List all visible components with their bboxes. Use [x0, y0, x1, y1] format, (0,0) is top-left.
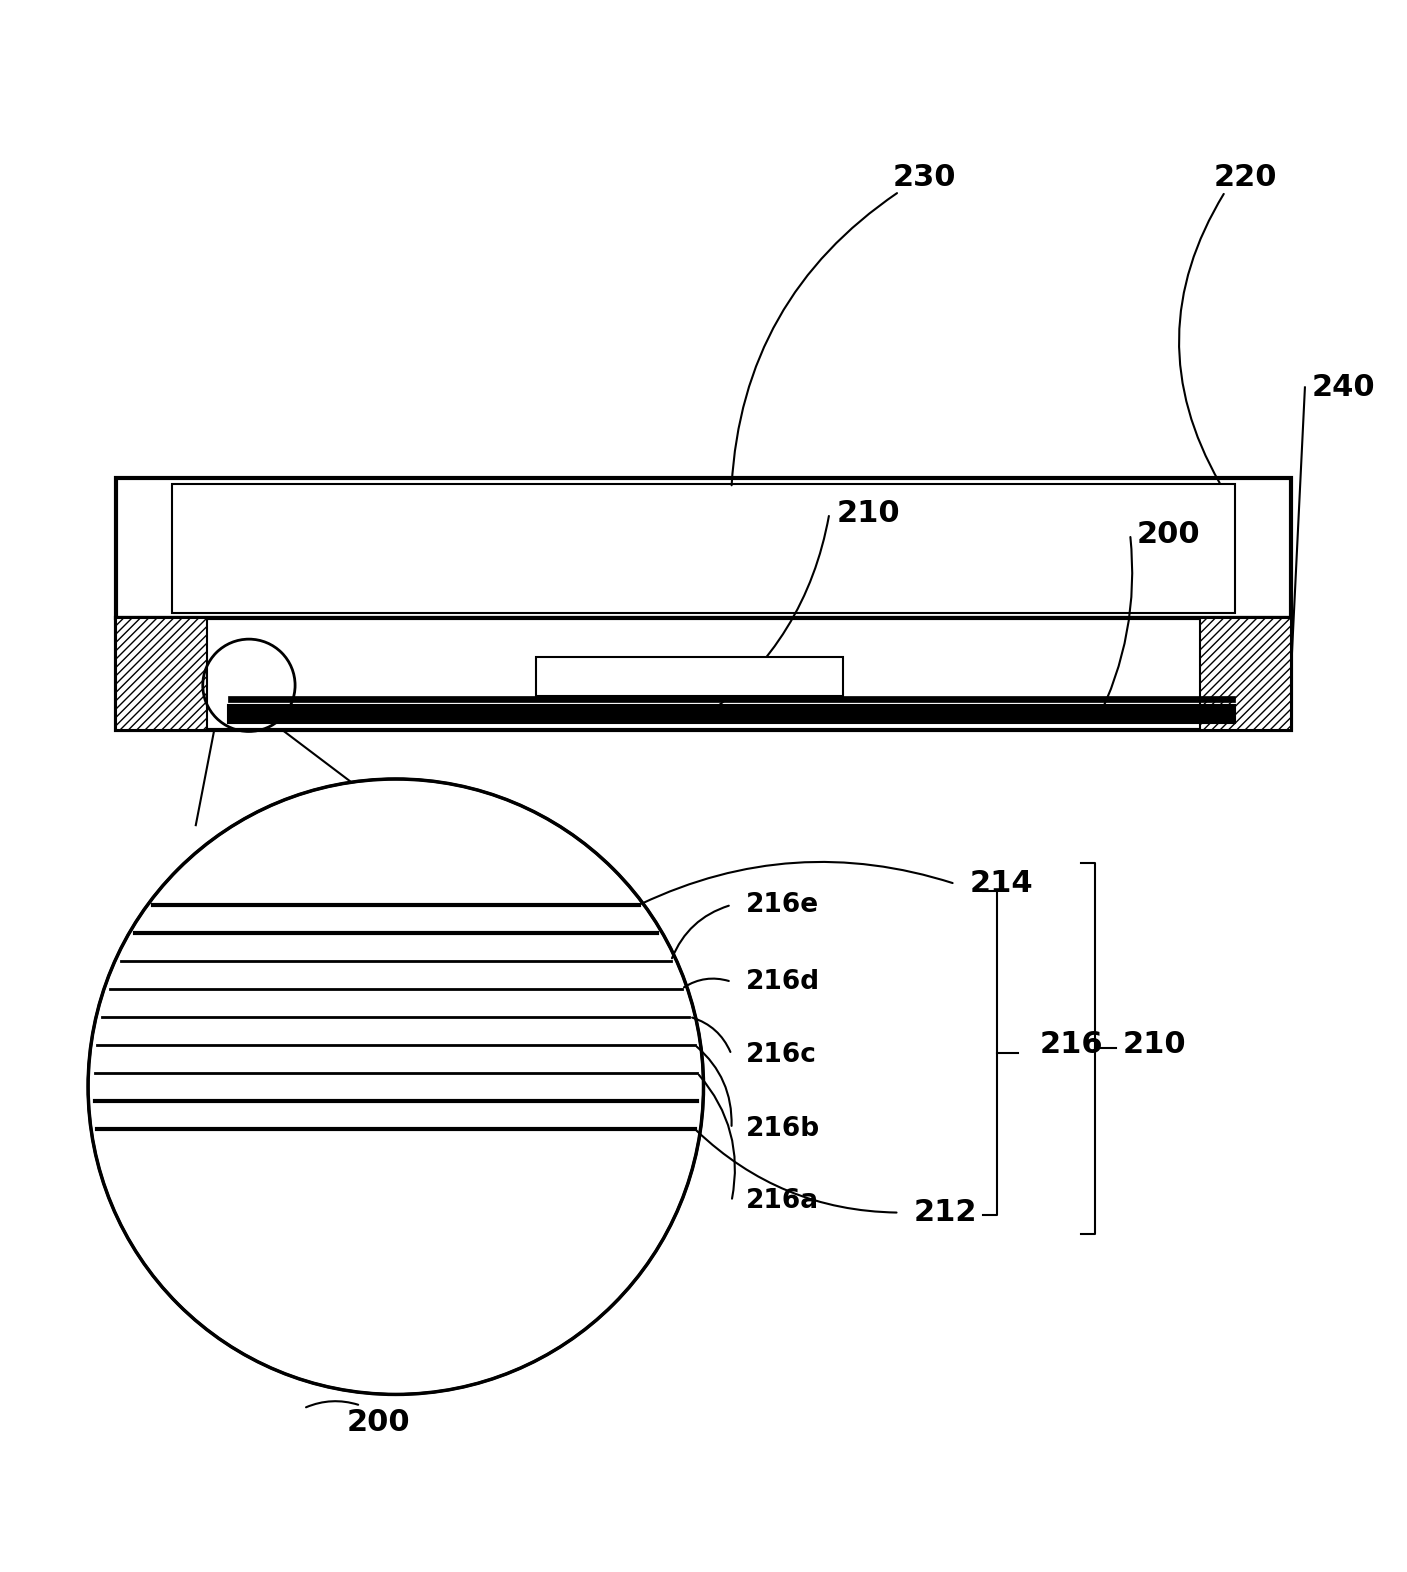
Polygon shape — [115, 618, 1292, 729]
Text: 230: 230 — [892, 163, 955, 192]
Polygon shape — [115, 618, 207, 729]
Polygon shape — [172, 484, 1235, 613]
Text: 216d: 216d — [746, 968, 820, 995]
Text: 210: 210 — [836, 498, 900, 528]
Text: 200: 200 — [348, 1409, 411, 1437]
Polygon shape — [536, 657, 843, 696]
Text: 216e: 216e — [746, 891, 819, 918]
Text: 220: 220 — [1214, 163, 1278, 192]
Polygon shape — [228, 696, 1235, 703]
Text: 216b: 216b — [746, 1116, 820, 1141]
Polygon shape — [228, 704, 1235, 723]
Text: 212: 212 — [913, 1198, 976, 1228]
Text: 200: 200 — [1137, 520, 1200, 549]
Polygon shape — [1200, 618, 1292, 729]
Text: 216a: 216a — [746, 1188, 819, 1215]
Text: 240: 240 — [1311, 373, 1376, 402]
Polygon shape — [115, 478, 1292, 618]
Text: 210: 210 — [1123, 1030, 1186, 1060]
Circle shape — [89, 780, 704, 1394]
Text: 214: 214 — [969, 869, 1033, 899]
Text: 216c: 216c — [746, 1042, 816, 1067]
Text: 216: 216 — [1040, 1030, 1103, 1060]
